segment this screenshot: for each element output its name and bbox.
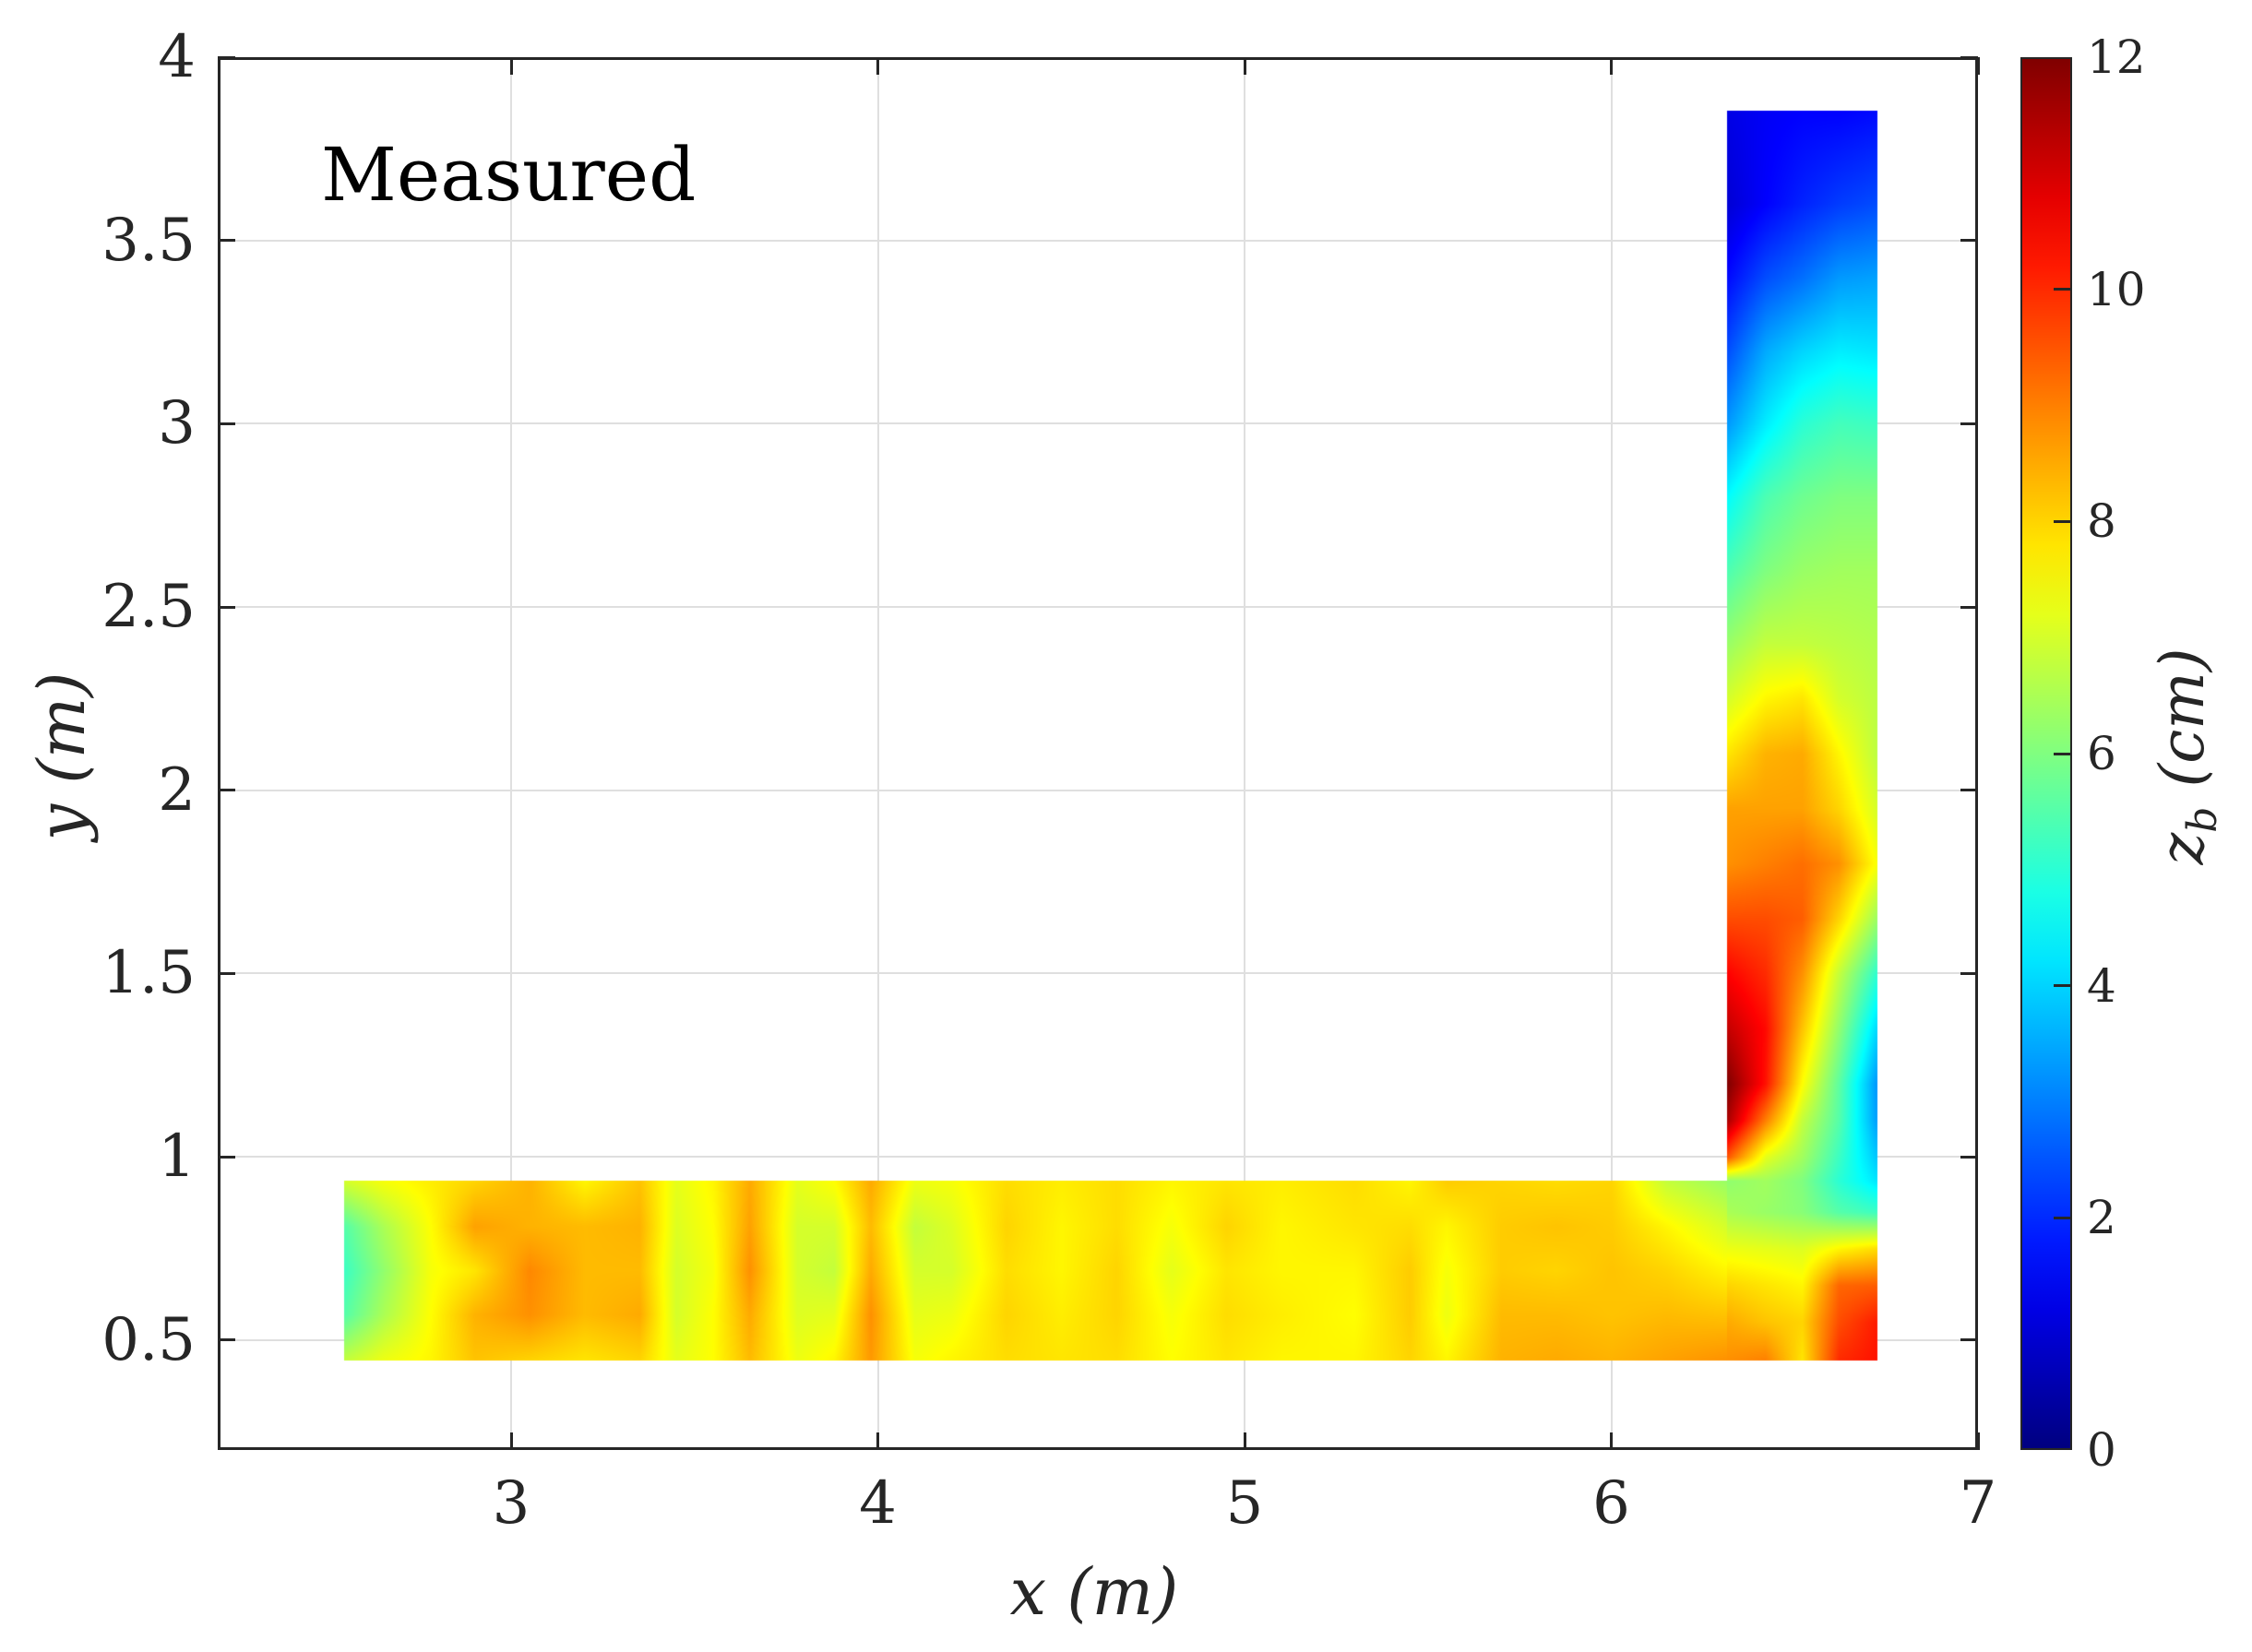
y-tick-label: 4 <box>158 23 196 91</box>
y-tick-label: 2.5 <box>101 573 196 642</box>
colorbar-tick <box>2054 752 2071 755</box>
y-axis-label-unit: (m) <box>24 671 100 784</box>
y-tick-label: 0.5 <box>101 1305 196 1374</box>
y-tick-right <box>1960 239 1978 243</box>
colorbar-label-unit: (cm) <box>2146 648 2218 788</box>
y-tick-right <box>1960 1155 1978 1159</box>
colorbar-tick <box>2054 288 2071 291</box>
bed-elevation-heatmap <box>218 57 1978 1450</box>
colorbar-tick <box>2054 519 2071 523</box>
y-tick-label: 2 <box>158 755 196 825</box>
x-axis-label-unit: (m) <box>1066 1554 1179 1630</box>
x-tick <box>1610 1432 1613 1450</box>
y-tick <box>218 1338 235 1342</box>
y-tick <box>218 971 235 975</box>
colorbar-tick <box>2054 984 2071 988</box>
colorbar-tick-label: 6 <box>2087 727 2116 780</box>
y-tick-right <box>1960 605 1978 609</box>
y-tick-label: 1 <box>158 1123 196 1192</box>
colorbar-tick-label: 10 <box>2087 262 2146 316</box>
x-tick-label: 5 <box>1225 1469 1264 1538</box>
y-tick <box>218 55 235 59</box>
y-axis-label-var: y <box>24 803 100 841</box>
colorbar-tick-label: 2 <box>2087 1191 2116 1245</box>
x-tick-top <box>509 57 513 75</box>
x-tick <box>1243 1432 1246 1450</box>
y-tick-label: 3 <box>158 389 196 458</box>
x-tick <box>1976 1432 1980 1450</box>
x-axis-label-var: x <box>1009 1554 1047 1630</box>
x-tick-label: 7 <box>1959 1469 1997 1538</box>
y-tick-label: 1.5 <box>101 939 196 1008</box>
y-tick-right <box>1960 1338 1978 1342</box>
x-tick <box>509 1432 513 1450</box>
x-tick-top <box>1976 57 1980 75</box>
y-tick <box>218 605 235 609</box>
plot-axes <box>218 55 1980 1450</box>
colorbar-tick-label: 8 <box>2087 494 2116 549</box>
measured-annotation: Measured <box>321 132 697 218</box>
y-tick-right <box>1960 422 1978 425</box>
x-tick-label: 3 <box>492 1469 530 1538</box>
x-tick-label: 6 <box>1592 1469 1630 1538</box>
y-axis-label: y (m) <box>24 671 100 841</box>
y-tick <box>218 789 235 792</box>
y-tick-right <box>1960 971 1978 975</box>
colorbar-tick-label: 4 <box>2087 958 2116 1013</box>
colorbar-tick-label: 0 <box>2087 1423 2116 1477</box>
y-tick <box>218 1155 235 1159</box>
colorbar-label-subscript: b <box>2179 806 2227 833</box>
x-tick-label: 4 <box>859 1469 897 1538</box>
colorbar-label-var: z <box>2146 832 2218 865</box>
y-tick <box>218 239 235 243</box>
colorbar-tick <box>2054 1216 2071 1219</box>
y-tick-right <box>1960 789 1978 792</box>
y-tick-label: 3.5 <box>101 206 196 275</box>
x-tick-top <box>1610 57 1613 75</box>
x-tick <box>876 1432 879 1450</box>
y-tick <box>218 422 235 425</box>
x-axis-label: x (m) <box>1010 1555 1179 1629</box>
x-tick-top <box>1243 57 1246 75</box>
y-tick-right <box>1960 55 1978 59</box>
x-tick-top <box>876 57 879 75</box>
colorbar-tick-label: 12 <box>2087 30 2146 84</box>
colorbar-label: zb (cm) <box>2146 648 2240 865</box>
